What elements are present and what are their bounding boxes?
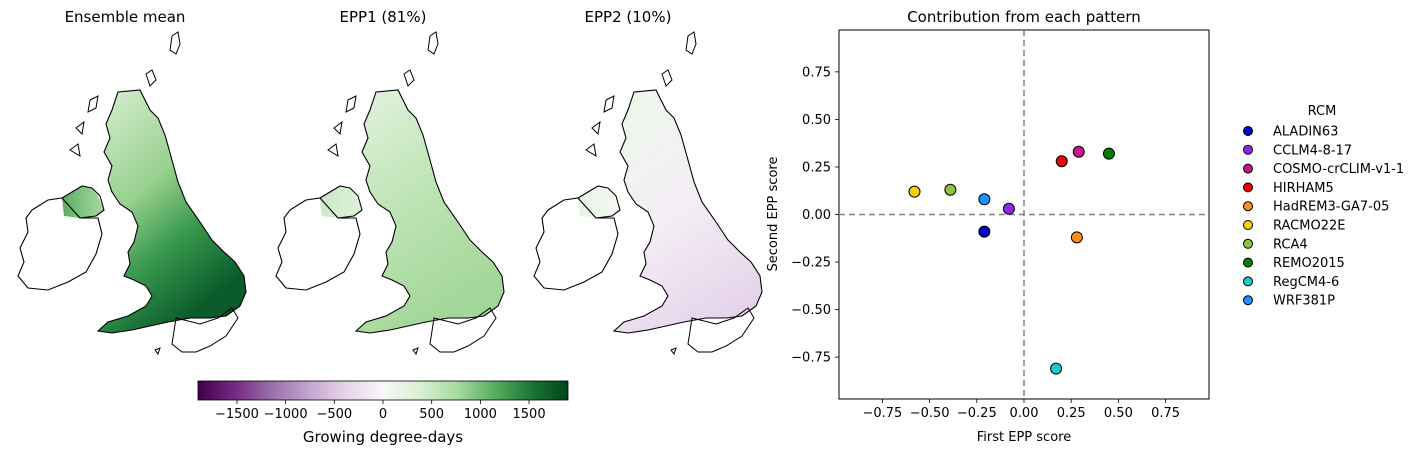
map-panel-epp2: EPP2 (10%) bbox=[533, 8, 763, 356]
legend-marker bbox=[1243, 126, 1253, 136]
colorbar-tick-label: 500 bbox=[419, 407, 444, 422]
scatter-point bbox=[908, 185, 921, 198]
scatter-point bbox=[1002, 202, 1015, 215]
legend: RCM ALADIN63 CCLM4-8-17 COSMO-crCLIM-v1-1 H… bbox=[1243, 104, 1404, 309]
map-panel-ensemble-mean: Ensemble mean bbox=[17, 8, 247, 356]
legend-marker bbox=[1243, 163, 1253, 174]
scatter-point bbox=[1072, 145, 1085, 158]
uk-map bbox=[533, 31, 763, 356]
data-points bbox=[908, 145, 1115, 375]
chart-title: Contribution from each pattern bbox=[907, 8, 1141, 26]
colorbar-ticks: −1500 −1000 −500 0 500 1000 1500 bbox=[215, 400, 546, 422]
x-tick-label: −0.50 bbox=[910, 406, 950, 421]
map-title: Ensemble mean bbox=[65, 8, 186, 26]
legend-marker bbox=[1243, 201, 1253, 212]
scatter-point bbox=[944, 183, 957, 196]
map-title: EPP2 (10%) bbox=[585, 8, 672, 26]
legend-label: HIRHAM5 bbox=[1273, 181, 1334, 196]
colorbar: −1500 −1000 −500 0 500 1000 1500 Growing degre… bbox=[197, 380, 569, 446]
legend-label: RCA4 bbox=[1273, 237, 1308, 252]
y-axis-ticks: −0.75 −0.50 −0.25 0.00 0.25 0.50 0.75 bbox=[791, 65, 839, 366]
x-tick-label: −0.75 bbox=[862, 406, 902, 421]
colorbar-label: Growing degree-days bbox=[303, 428, 463, 446]
uk-map bbox=[17, 31, 247, 356]
x-tick-label: 0.50 bbox=[1104, 406, 1133, 421]
y-tick-label: −0.25 bbox=[791, 256, 831, 271]
colorbar-tick-label: −1500 bbox=[215, 407, 259, 422]
x-tick-label: 0.75 bbox=[1151, 406, 1180, 421]
colorbar-tick-label: −500 bbox=[316, 407, 352, 422]
scatter-point bbox=[978, 225, 991, 238]
legend-label: COSMO-crCLIM-v1-1 bbox=[1273, 162, 1404, 177]
legend-label: CCLM4-8-17 bbox=[1273, 143, 1352, 158]
legend-label: RACMO22E bbox=[1273, 219, 1345, 234]
legend-marker bbox=[1243, 182, 1253, 193]
y-tick-label: 0.75 bbox=[802, 65, 831, 80]
uk-map bbox=[275, 31, 505, 356]
scatter-chart: Contribution from each pattern −0.75 −0.5… bbox=[766, 8, 1210, 445]
legend-marker bbox=[1243, 220, 1253, 230]
x-tick-label: 0.25 bbox=[1057, 406, 1086, 421]
x-axis-ticks: −0.75 −0.50 −0.25 0.00 0.25 0.50 0.75 bbox=[862, 399, 1180, 421]
scatter-point bbox=[1070, 231, 1083, 244]
legend-title: RCM bbox=[1308, 104, 1337, 119]
colorbar-tick-label: −1000 bbox=[264, 407, 308, 422]
legend-label: RegCM4-6 bbox=[1273, 275, 1339, 290]
legend-marker bbox=[1243, 144, 1253, 155]
reference-lines bbox=[839, 30, 1209, 399]
scatter-point bbox=[1102, 147, 1115, 160]
x-tick-label: 0.00 bbox=[1010, 406, 1039, 421]
y-tick-label: −0.50 bbox=[791, 303, 831, 318]
x-tick-label: −0.25 bbox=[957, 406, 997, 421]
colorbar-tick-label: 1000 bbox=[464, 407, 497, 422]
scatter-point bbox=[1050, 362, 1063, 375]
legend-marker bbox=[1243, 238, 1253, 249]
y-tick-label: 0.50 bbox=[802, 113, 831, 128]
legend-marker bbox=[1243, 257, 1253, 268]
map-panel-epp1: EPP1 (81%) bbox=[275, 8, 505, 356]
colorbar-tick-label: 1500 bbox=[513, 407, 546, 422]
legend-label: ALADIN63 bbox=[1273, 125, 1338, 140]
y-tick-label: 0.00 bbox=[802, 208, 831, 223]
scatter-point bbox=[1055, 155, 1068, 168]
y-tick-label: −0.75 bbox=[791, 351, 831, 366]
legend-items: ALADIN63 CCLM4-8-17 COSMO-crCLIM-v1-1 HIRHA… bbox=[1243, 125, 1404, 309]
scatter-point bbox=[978, 193, 991, 206]
colorbar-tick-label: 0 bbox=[379, 407, 387, 422]
legend-label: REMO2015 bbox=[1273, 256, 1345, 271]
map-title: EPP1 (81%) bbox=[340, 8, 427, 26]
y-tick-label: 0.25 bbox=[802, 160, 831, 175]
y-axis-label: Second EPP score bbox=[766, 157, 781, 272]
legend-label: HadREM3-GA7-05 bbox=[1273, 200, 1389, 215]
x-axis-label: First EPP score bbox=[977, 430, 1071, 445]
legend-label: WRF381P bbox=[1273, 294, 1335, 309]
colorbar-gradient bbox=[197, 380, 569, 401]
legend-marker bbox=[1243, 276, 1253, 287]
legend-marker bbox=[1243, 295, 1253, 306]
